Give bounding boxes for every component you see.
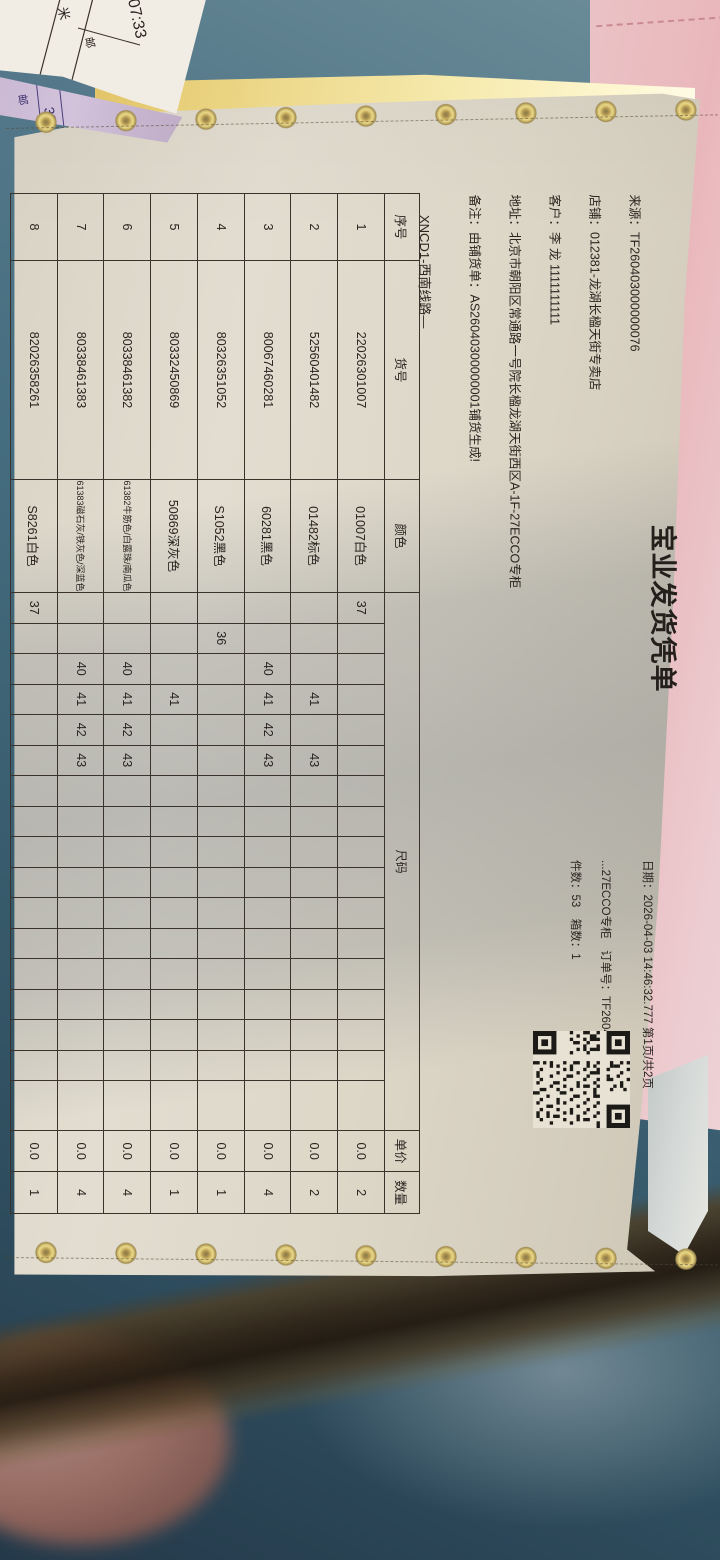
- svg-text:07:33: 07:33: [124, 0, 149, 40]
- svg-text:邮: 邮: [15, 93, 30, 106]
- svg-text:邮: 邮: [82, 36, 97, 49]
- svg-text:米: 米: [55, 6, 72, 22]
